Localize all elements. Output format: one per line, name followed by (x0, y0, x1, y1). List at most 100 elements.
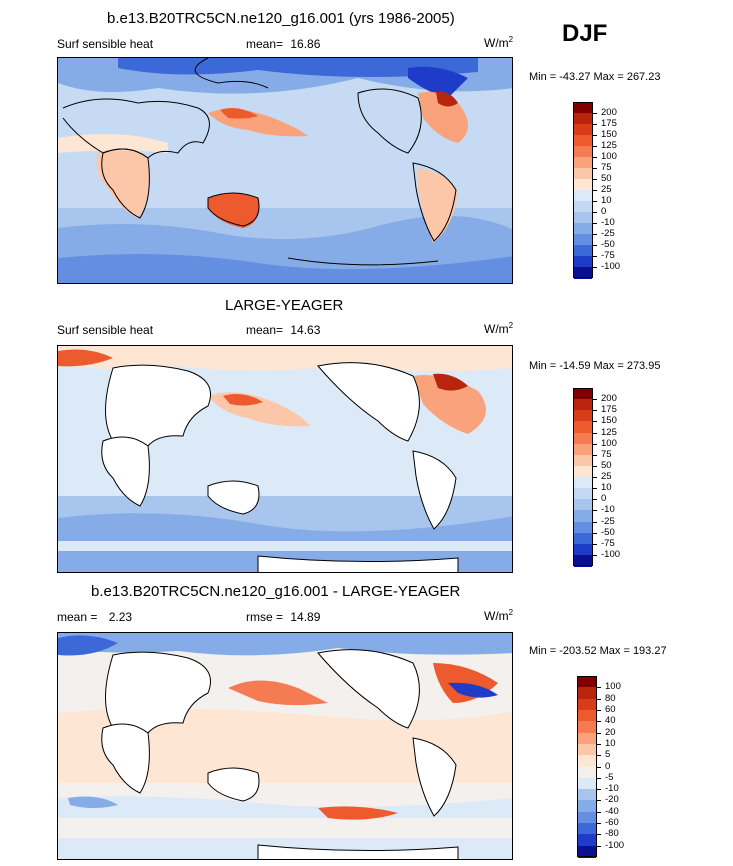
panel-2-mean: mean= 14.63 (246, 323, 320, 337)
colorbar-tick (593, 157, 597, 158)
colorbar-swatch (578, 687, 596, 700)
colorbar-label: 150 (601, 415, 617, 427)
colorbar-label: 50 (601, 459, 612, 471)
colorbar-tick (597, 777, 601, 779)
panel-3-mean-label: mean = (57, 610, 98, 624)
colorbar-swatch (574, 432, 592, 445)
colorbar-swatch (578, 845, 596, 858)
colorbar-label: -100 (601, 261, 621, 272)
colorbar-label: 0 (605, 760, 611, 772)
colorbar-swatch (574, 256, 592, 268)
colorbar-tick (593, 477, 597, 478)
colorbar-swatch (578, 834, 596, 847)
colorbar-label: 125 (601, 426, 617, 438)
panel-2-mean-value: 14.63 (290, 323, 321, 337)
colorbar-swatch (578, 732, 596, 745)
colorbar-tick (593, 510, 597, 512)
colorbar-swatch (574, 267, 592, 279)
colorbar-tick (593, 454, 597, 456)
colorbar-tick (593, 190, 597, 191)
colorbar-label: 80 (605, 692, 616, 704)
panel-3-rmse-value: 14.89 (290, 610, 321, 624)
colorbar-swatch (574, 146, 592, 158)
colorbar-tick (597, 834, 601, 836)
colorbar-swatch (578, 800, 596, 813)
panel-3-minmax: Min = -203.52 Max = 193.27 (529, 645, 667, 657)
colorbar-tick (593, 135, 597, 136)
colorbar-tick (593, 443, 597, 445)
colorbar-tick (593, 113, 597, 114)
colorbar-swatch (574, 190, 592, 202)
colorbar-tick (597, 755, 601, 757)
colorbar-swatch (578, 789, 596, 801)
colorbar-label: -25 (601, 515, 615, 527)
panel-3-rmse-label: rmse = (246, 610, 284, 624)
colorbar-swatch (574, 499, 592, 511)
panel-2-title: LARGE-YEAGER (225, 297, 344, 314)
panel-3-units: W/m2 (484, 608, 514, 623)
colorbar-tick (593, 421, 597, 423)
colorbar-label: -25 (601, 228, 615, 239)
panel-3-title: b.e13.B20TRC5CN.ne120_g16.001 - LARGE-YE… (91, 583, 461, 600)
colorbar-swatch (578, 676, 596, 688)
colorbar-label: 100 (601, 151, 617, 162)
colorbar-swatch (574, 554, 592, 567)
colorbar-tick (593, 488, 597, 490)
colorbar-tick (593, 532, 597, 534)
colorbar-tick (597, 743, 601, 745)
colorbar-tick (597, 709, 601, 711)
colorbar-swatch (578, 698, 596, 711)
colorbar-swatch (574, 245, 592, 257)
colorbar-swatch (574, 410, 592, 422)
colorbar-label: -80 (605, 828, 619, 840)
colorbar-swatch (578, 766, 596, 779)
panel-1-mean-label: mean= (246, 37, 284, 51)
colorbar-label: 60 (605, 703, 616, 715)
colorbar-label: 175 (601, 118, 617, 129)
colorbar-label: 25 (601, 184, 612, 195)
colorbar-tick (593, 179, 597, 180)
colorbar-tick (597, 687, 601, 689)
colorbar-tick (593, 465, 597, 467)
panel-1-mean: mean= 16.86 (246, 37, 320, 51)
colorbar-tick (597, 845, 601, 847)
colorbar-tick (593, 543, 597, 545)
colorbar-swatch (574, 543, 592, 556)
colorbar-swatch (574, 201, 592, 213)
colorbar-label: -20 (605, 794, 619, 806)
colorbar-label: 75 (601, 448, 612, 460)
colorbar-swatch (574, 477, 592, 489)
colorbar-tick (593, 554, 597, 556)
colorbar-tick (593, 256, 597, 257)
colorbar-tick (593, 499, 597, 501)
panel-1-title: b.e13.B20TRC5CN.ne120_g16.001 (yrs 1986-… (107, 10, 455, 27)
season-label: DJF (562, 20, 608, 47)
colorbar-tick (597, 811, 601, 813)
panel-1-variable-label: Surf sensible heat (57, 37, 154, 51)
colorbar-label: 0 (601, 493, 607, 505)
panel-1-units: W/m2 (484, 35, 514, 50)
colorbar-swatch (574, 157, 592, 169)
colorbar-swatch (574, 510, 592, 522)
colorbar-label: 10 (601, 482, 612, 494)
colorbar-label: 40 (605, 715, 616, 727)
panel-1-minmax: Min = -43.27 Max = 267.23 (529, 71, 661, 83)
colorbar-swatch (574, 399, 592, 411)
colorbar-swatch (578, 811, 596, 824)
colorbar-label: -10 (601, 217, 615, 228)
colorbar-label: 75 (601, 162, 612, 173)
colorbar-swatch (574, 168, 592, 180)
colorbar-swatch (574, 212, 592, 224)
colorbar-label: 200 (601, 107, 617, 118)
panel-2-variable-label: Surf sensible heat (57, 323, 154, 337)
colorbar-label: 200 (601, 393, 617, 405)
colorbar-tick (593, 399, 597, 401)
colorbar-swatch (574, 454, 592, 467)
colorbar-swatch (578, 755, 596, 767)
colorbar-tick (597, 789, 601, 791)
colorbar-tick (593, 124, 597, 125)
panel-2-mean-label: mean= (246, 323, 284, 337)
colorbar-swatch (578, 721, 596, 734)
colorbar-swatch (578, 777, 596, 790)
colorbar-label: -100 (605, 839, 625, 851)
